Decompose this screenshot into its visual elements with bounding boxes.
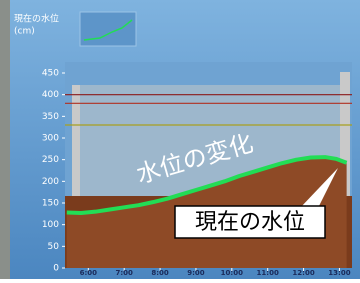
y-tick-label: 150 [42, 199, 59, 209]
x-tick-label: 11:00 [257, 269, 279, 277]
callout: 現在の水位 [195, 210, 305, 235]
y-tick-label: 200 [42, 177, 59, 187]
x-tick-label: 10:00 [221, 269, 243, 277]
x-tick-label: 6:00 [80, 269, 98, 277]
y-tick-label: 350 [42, 112, 59, 122]
unit-label: (cm) [14, 27, 35, 37]
y-tick-label: 300 [42, 134, 59, 144]
background-photo [0, 0, 10, 279]
x-tick-label: 8:00 [151, 269, 169, 277]
y-tick-label: 50 [48, 242, 60, 252]
y-tick-label: 0 [53, 264, 59, 274]
legend-icon [80, 12, 136, 46]
x-tick-label: 13:00 [328, 269, 350, 277]
x-tick-label: 7:00 [115, 269, 133, 277]
left-levee [72, 85, 80, 196]
chart-title: 現在の水位 [14, 13, 59, 25]
y-tick-label: 250 [42, 155, 59, 165]
chart: 現在の水位 (cm) 0 50 100 150 200 250 300 350 400 450 6:… [0, 0, 360, 279]
y-tick-label: 100 [42, 220, 59, 230]
x-tick-label: 9:00 [187, 269, 205, 277]
y-tick-label: 450 [42, 69, 59, 79]
y-tick-label: 400 [42, 90, 59, 100]
x-tick-label: 12:00 [292, 269, 314, 277]
